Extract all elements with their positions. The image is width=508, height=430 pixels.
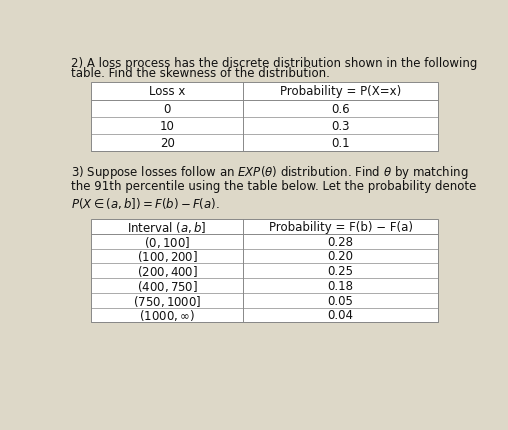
Text: 10: 10 — [160, 120, 175, 132]
Text: $P(X \in (a, b]) = F(b) - F(a)$.: $P(X \in (a, b]) = F(b) - F(a)$. — [71, 195, 220, 210]
Text: $(400,750]$: $(400,750]$ — [137, 278, 198, 293]
Text: 2) A loss process has the discrete distribution shown in the following: 2) A loss process has the discrete distr… — [71, 57, 478, 70]
Text: Probability = F(b) − F(a): Probability = F(b) − F(a) — [269, 220, 412, 233]
Text: table. Find the skewness of the distribution.: table. Find the skewness of the distribu… — [71, 67, 330, 80]
Text: the 91th percentile using the table below. Let the probability denote: the 91th percentile using the table belo… — [71, 179, 477, 192]
Text: $(1000, \infty)$: $(1000, \infty)$ — [139, 308, 195, 323]
Text: 0.04: 0.04 — [328, 309, 354, 322]
Text: 20: 20 — [160, 137, 175, 150]
Text: $(100,200]$: $(100,200]$ — [137, 249, 198, 264]
Text: 0.25: 0.25 — [328, 264, 354, 277]
Text: $(750,1000]$: $(750,1000]$ — [133, 293, 202, 308]
Text: 0.20: 0.20 — [328, 250, 354, 263]
Text: 0.28: 0.28 — [328, 235, 354, 248]
Text: Interval $(a, b]$: Interval $(a, b]$ — [128, 219, 207, 234]
Text: Loss x: Loss x — [149, 85, 185, 98]
Text: 0.18: 0.18 — [328, 280, 354, 292]
Text: 0.05: 0.05 — [328, 294, 354, 307]
Text: $(200,400]$: $(200,400]$ — [137, 264, 198, 279]
Text: 0: 0 — [164, 102, 171, 115]
Text: 0.3: 0.3 — [331, 120, 350, 132]
Text: Probability = P(X=x): Probability = P(X=x) — [280, 85, 401, 98]
Text: $(0,100]$: $(0,100]$ — [144, 234, 190, 249]
Text: 3) Suppose losses follow an $EXP(\theta)$ distribution. Find $\theta$ by matchin: 3) Suppose losses follow an $EXP(\theta)… — [71, 163, 469, 181]
Text: 0.1: 0.1 — [331, 137, 350, 150]
Text: 0.6: 0.6 — [331, 102, 350, 115]
